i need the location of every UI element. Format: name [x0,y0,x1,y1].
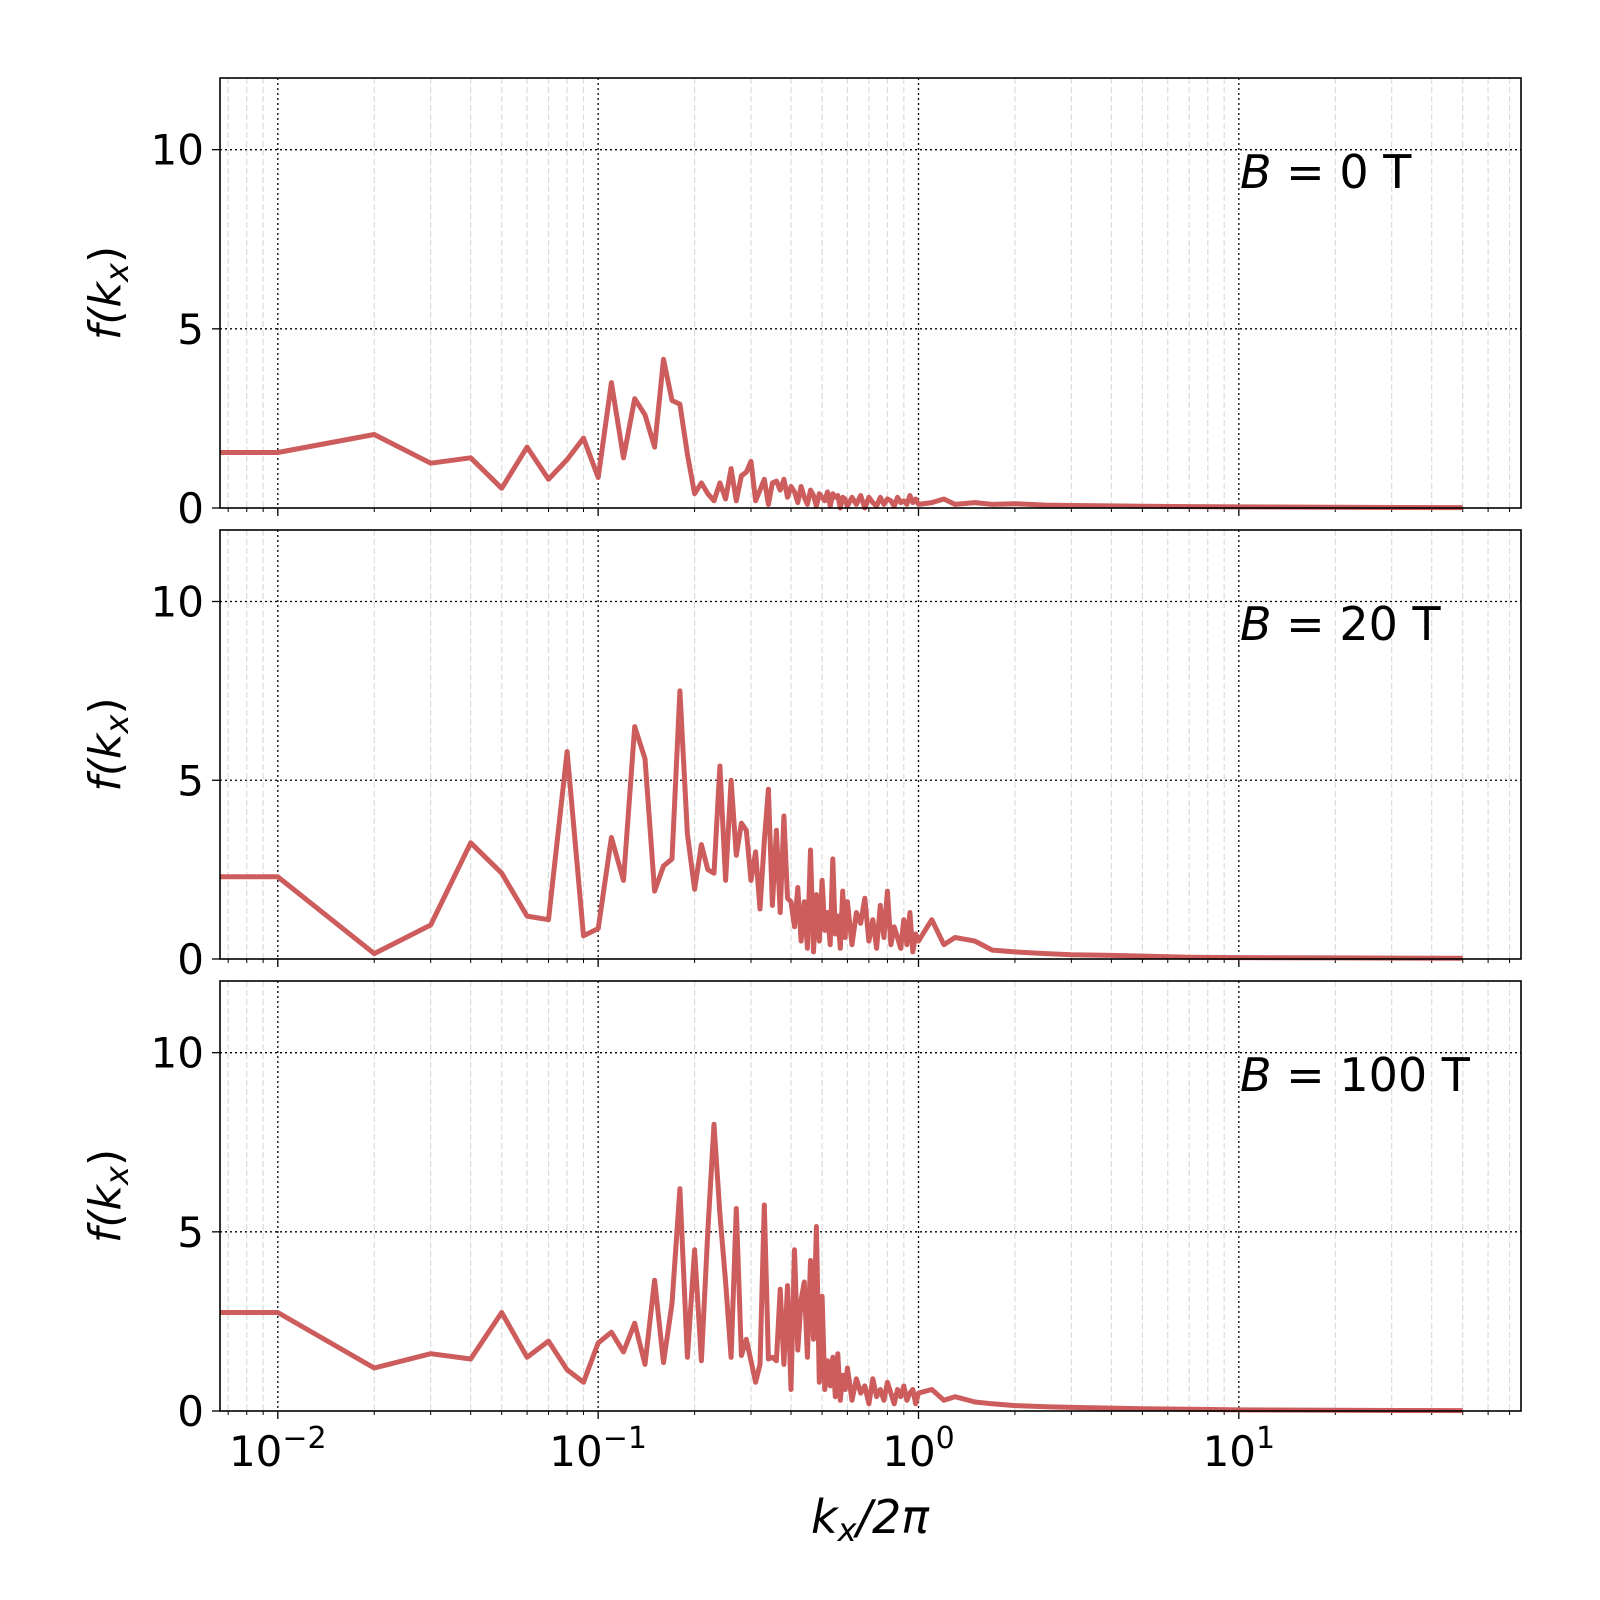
y-label-main: f(k [80,280,131,340]
field-annotation: B = 100 T [1240,1048,1471,1102]
field-annotation: B = 20 T [1240,597,1442,651]
x-tick-exponent: 1 [1256,1421,1275,1456]
axes-frame [219,529,1522,960]
panel-1: 0 5 10 B = 0 T f(kx) [80,77,1522,533]
field-annotation: B = 0 T [1240,145,1412,199]
series-line [220,1121,1463,1414]
panel-2: 0 5 10 B = 20 T f(kx) [80,529,1522,984]
y-tick-label: 10 [151,1029,204,1078]
y-label-main: f(k [80,732,131,792]
y-tick-label: 5 [177,1208,204,1257]
x-tick-exponent: −1 [603,1421,647,1456]
y-label-sub: x [98,1165,136,1186]
y-tick-label: 0 [177,1387,204,1436]
annotation-value: = 20 T [1272,597,1442,651]
y-axis-label: f(kx) [80,246,136,340]
x-tick-base: 10 [229,1427,282,1476]
x-axis-label: kx/2π [811,1490,930,1549]
x-tick-base: 10 [1203,1427,1256,1476]
annotation-variable: B [1240,1048,1272,1102]
x-tick-label: 101 [1203,1421,1276,1476]
x-tick-base: 10 [549,1427,602,1476]
axes-frame [219,980,1522,1412]
y-tick-label: 10 [151,126,204,175]
x-label-main: k [811,1490,840,1544]
series-line [220,356,1463,511]
x-tick-exponent: −2 [282,1421,326,1456]
y-tick-label: 5 [177,305,204,354]
annotation-value: = 0 T [1272,145,1413,199]
y-tick-label: 5 [177,756,204,805]
x-label-sub: x [837,1511,858,1549]
y-tick-label: 0 [177,935,204,984]
y-axis-label: f(kx) [80,697,136,791]
y-label-end: ) [80,246,131,263]
annotation-variable: B [1240,145,1272,199]
y-axis-label: f(kx) [80,1149,136,1243]
y-label-sub: x [98,262,136,283]
x-tick-label: 10−1 [549,1421,647,1476]
annotation-value: = 100 T [1272,1048,1471,1102]
x-tick-base: 10 [882,1427,935,1476]
x-tick-label: 10−2 [229,1421,327,1476]
axes-frame [219,77,1522,509]
y-tick-label: 10 [151,578,204,627]
y-label-main: f(k [80,1183,131,1243]
y-label-sub: x [98,713,136,734]
y-label-end: ) [80,1149,131,1166]
annotation-variable: B [1240,597,1272,651]
x-tick-exponent: 0 [936,1421,955,1456]
x-tick-label: 100 [882,1421,955,1476]
series-line [220,688,1463,961]
x-label-end: /2π [853,1490,931,1544]
y-label-end: ) [80,697,131,714]
y-tick-label: 0 [177,484,204,533]
